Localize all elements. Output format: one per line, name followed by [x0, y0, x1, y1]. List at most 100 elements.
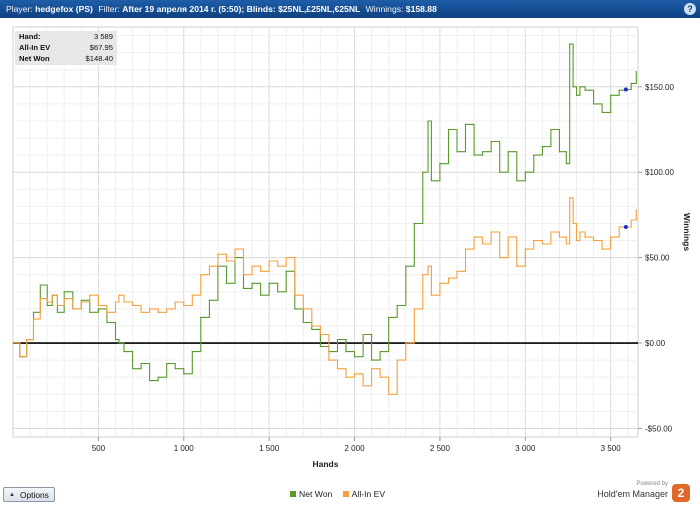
y-axis-title: Winnings: [682, 213, 692, 251]
data-point: [89, 294, 91, 296]
data-point: [242, 287, 245, 289]
data-point: [217, 253, 219, 255]
data-point: [56, 304, 58, 307]
data-point: [575, 239, 578, 242]
data-point: [39, 284, 41, 286]
data-point: [106, 311, 108, 313]
data-point: [114, 301, 117, 303]
data-point: [123, 301, 125, 303]
data-point: [572, 222, 574, 225]
data-point: [19, 356, 21, 358]
data-point: [123, 350, 125, 353]
data-point: [225, 260, 228, 262]
data-point: [191, 350, 193, 353]
data-point: [439, 282, 441, 284]
x-tick-label: 2 500: [430, 444, 451, 453]
winnings-value: $158.88: [405, 4, 437, 14]
data-point: [51, 294, 53, 296]
player-value: hedgefox (PS): [35, 4, 93, 14]
data-point: [336, 368, 339, 370]
data-point: [97, 308, 99, 310]
legend-item-net-won[interactable]: Net Won: [290, 489, 332, 499]
stat-label: All-In EV: [19, 43, 51, 52]
data-point: [362, 333, 364, 336]
data-point: [413, 222, 415, 225]
data-point: [388, 316, 390, 319]
data-point: [371, 359, 373, 361]
filter-label: Filter:: [98, 4, 120, 14]
data-point: [319, 333, 321, 336]
data-point: [371, 368, 373, 370]
stat-label: Hand:: [19, 32, 41, 41]
x-tick-label: 500: [92, 444, 106, 453]
data-point: [427, 265, 429, 267]
data-point: [516, 265, 518, 267]
data-point: [439, 163, 441, 165]
filter-value: After 19 апреля 2014 г. (5:50); Blinds: …: [122, 4, 361, 14]
data-point: [345, 376, 347, 378]
data-point: [550, 128, 552, 131]
data-point: [569, 43, 571, 45]
options-button[interactable]: ▲ Options: [3, 487, 55, 502]
data-point: [72, 308, 74, 310]
data-point: [183, 373, 185, 375]
data-point: [63, 291, 65, 293]
data-point: [565, 243, 567, 245]
data-point: [396, 359, 398, 361]
data-point: [490, 231, 492, 233]
data-point: [200, 274, 202, 276]
data-point: [541, 243, 543, 245]
data-point: [422, 171, 424, 173]
data-point: [572, 86, 574, 88]
data-point: [174, 301, 176, 303]
data-point: [593, 239, 595, 242]
help-icon[interactable]: ?: [684, 3, 696, 15]
winnings-chart: 500 1 000 1 500 2 000 2 500 3 000 3 500 -$50.00…: [12, 26, 692, 469]
stats-row-hand: Hand: 3 589: [15, 31, 117, 42]
player-label: Player:: [6, 4, 33, 14]
data-point: [601, 111, 603, 114]
stat-value: $67.95: [89, 43, 113, 52]
data-point: [311, 325, 313, 327]
data-point: [191, 294, 193, 296]
data-point: [302, 321, 304, 324]
y-tick-label: $50.00: [645, 254, 670, 263]
data-point: [558, 151, 561, 153]
y-tick-label: -$50.00: [645, 424, 673, 433]
data-point: [46, 301, 48, 303]
data-point: [524, 248, 526, 250]
data-point: [473, 154, 475, 156]
data-point: [26, 339, 28, 341]
data-point: [328, 359, 330, 361]
data-point: [388, 393, 390, 395]
data-point: [251, 282, 253, 284]
data-point: [319, 345, 321, 348]
data-point: [635, 209, 637, 211]
legend-swatch-net-won: [290, 491, 296, 497]
data-point: [285, 270, 287, 272]
legend-item-all-in-ev[interactable]: All-In EV: [342, 489, 385, 499]
data-point: [584, 89, 586, 91]
data-point: [630, 219, 632, 221]
data-point: [336, 339, 339, 341]
y-tick-label: $150.00: [645, 83, 674, 92]
data-point: [97, 304, 99, 307]
data-point: [46, 304, 48, 307]
data-point: [569, 197, 571, 199]
data-point: [131, 304, 134, 307]
data-point: [430, 180, 432, 182]
data-point: [80, 299, 82, 301]
data-point: [447, 128, 450, 131]
series-line-net-won: [13, 43, 637, 382]
data-point: [579, 86, 581, 88]
data-point: [157, 311, 159, 313]
data-point: [208, 299, 210, 301]
data-point: [507, 151, 509, 153]
y-tick-label: $0.00: [645, 339, 666, 348]
data-point: [482, 243, 484, 245]
data-point: [285, 257, 287, 259]
data-point: [251, 265, 253, 267]
data-point: [533, 154, 535, 156]
data-point: [618, 226, 620, 228]
data-point: [277, 291, 279, 293]
